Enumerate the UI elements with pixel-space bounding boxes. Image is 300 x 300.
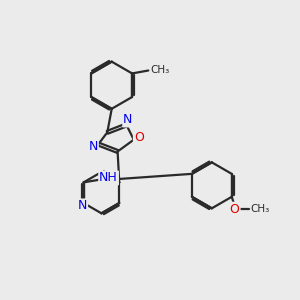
Text: N: N: [78, 200, 87, 212]
Text: O: O: [134, 131, 144, 144]
Text: N: N: [123, 113, 133, 127]
Text: N: N: [88, 140, 98, 153]
Text: CH₃: CH₃: [251, 204, 270, 214]
Text: NH: NH: [99, 172, 118, 184]
Text: O: O: [230, 203, 240, 216]
Text: CH₃: CH₃: [150, 65, 170, 76]
